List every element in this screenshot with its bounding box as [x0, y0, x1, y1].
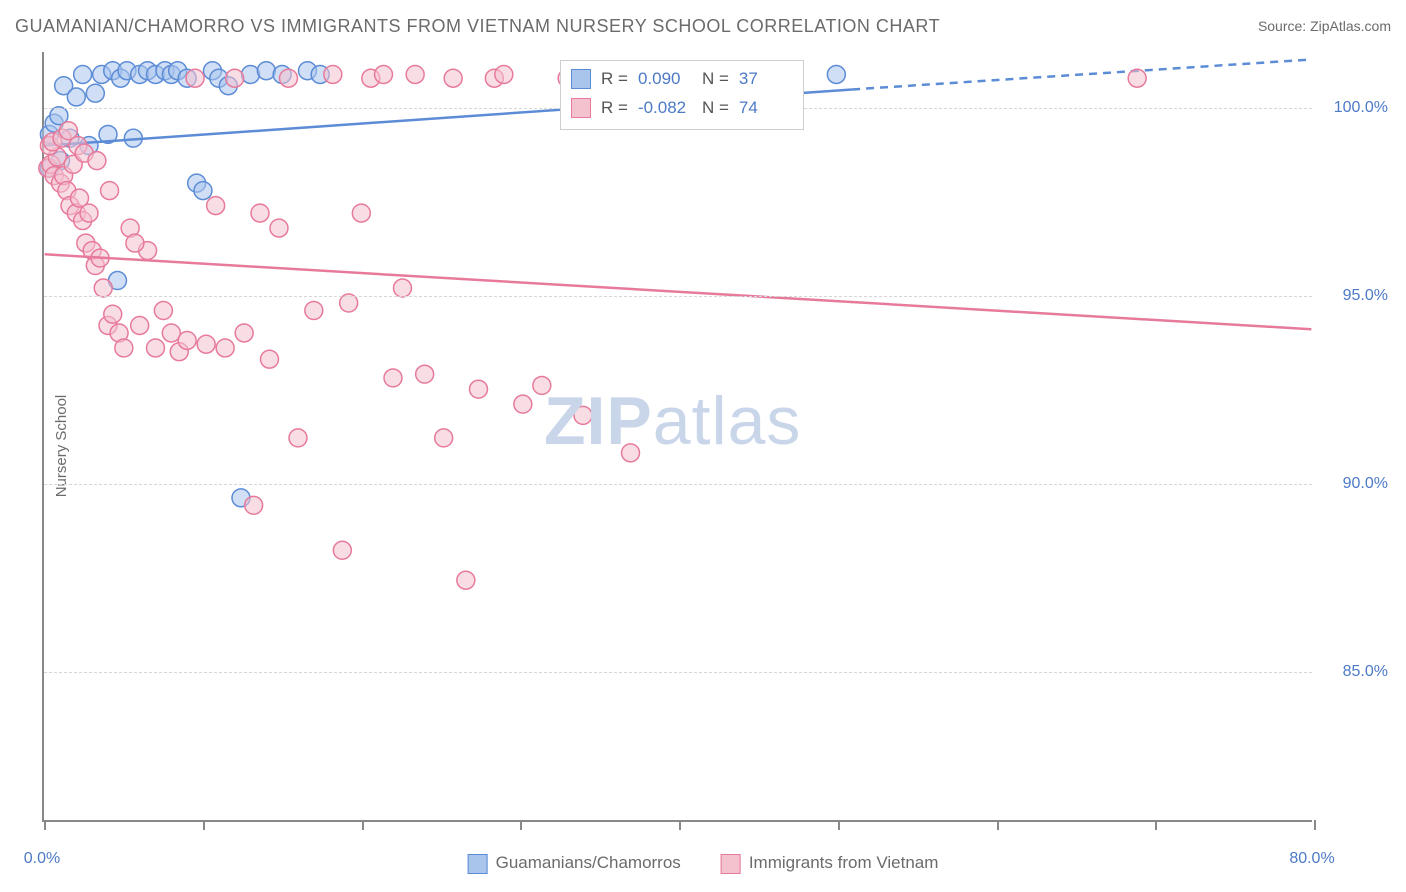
swatch-vietnam — [721, 854, 741, 874]
scatter-point-vietnam — [574, 406, 592, 424]
legend-item-vietnam: Immigrants from Vietnam — [721, 853, 939, 874]
scatter-point-vietnam — [207, 197, 225, 215]
scatter-point-guamanian — [194, 182, 212, 200]
legend-item-guamanian: Guamanians/Chamorros — [468, 853, 681, 874]
chart-container: GUAMANIAN/CHAMORRO VS IMMIGRANTS FROM VI… — [0, 0, 1406, 892]
scatter-point-vietnam — [94, 279, 112, 297]
swatch-guamanian — [571, 69, 591, 89]
scatter-point-vietnam — [533, 376, 551, 394]
scatter-point-vietnam — [197, 335, 215, 353]
scatter-point-vietnam — [305, 302, 323, 320]
scatter-point-vietnam — [154, 302, 172, 320]
scatter-point-guamanian — [86, 84, 104, 102]
scatter-point-vietnam — [178, 331, 196, 349]
n-value: 74 — [739, 94, 793, 123]
scatter-point-vietnam — [251, 204, 269, 222]
scatter-point-vietnam — [470, 380, 488, 398]
y-tick-label: 85.0% — [1343, 663, 1388, 681]
scatter-point-vietnam — [333, 541, 351, 559]
x-tick-label: 80.0% — [1289, 850, 1334, 868]
scatter-point-vietnam — [444, 69, 462, 87]
scatter-point-vietnam — [495, 66, 513, 84]
scatter-point-vietnam — [115, 339, 133, 357]
scatter-point-guamanian — [257, 62, 275, 80]
scatter-point-vietnam — [104, 305, 122, 323]
gridline-horizontal — [44, 484, 1312, 485]
scatter-point-vietnam — [131, 317, 149, 335]
y-tick-label: 95.0% — [1343, 287, 1388, 305]
y-tick-label: 100.0% — [1334, 99, 1388, 117]
stats-row-vietnam: R = -0.082 N = 74 — [571, 94, 793, 123]
scatter-point-vietnam — [226, 69, 244, 87]
regression-line-dashed-guamanian — [852, 59, 1311, 89]
swatch-vietnam — [571, 98, 591, 118]
x-tick-mark — [1314, 820, 1316, 830]
x-tick-mark — [997, 820, 999, 830]
source-label: Source: — [1258, 18, 1310, 34]
plot-svg — [44, 52, 1312, 820]
scatter-point-vietnam — [289, 429, 307, 447]
x-tick-mark — [203, 820, 205, 830]
scatter-point-vietnam — [235, 324, 253, 342]
scatter-point-vietnam — [324, 66, 342, 84]
x-tick-mark — [362, 820, 364, 830]
scatter-point-vietnam — [394, 279, 412, 297]
x-tick-mark — [520, 820, 522, 830]
swatch-guamanian — [468, 854, 488, 874]
legend-bottom: Guamanians/Chamorros Immigrants from Viet… — [468, 853, 939, 874]
plot-area: ZIPatlas — [42, 52, 1312, 822]
scatter-point-vietnam — [80, 204, 98, 222]
r-label: R = — [601, 65, 628, 94]
stats-row-guamanian: R = 0.090 N = 37 — [571, 65, 793, 94]
scatter-point-vietnam — [101, 182, 119, 200]
scatter-point-vietnam — [352, 204, 370, 222]
scatter-point-guamanian — [74, 66, 92, 84]
y-tick-label: 90.0% — [1343, 475, 1388, 493]
scatter-point-vietnam — [88, 152, 106, 170]
scatter-point-vietnam — [270, 219, 288, 237]
scatter-point-vietnam — [261, 350, 279, 368]
source-link[interactable]: ZipAtlas.com — [1310, 18, 1391, 34]
legend-label: Guamanians/Chamorros — [496, 853, 681, 872]
r-value: -0.082 — [638, 94, 692, 123]
scatter-point-guamanian — [67, 88, 85, 106]
x-tick-mark — [838, 820, 840, 830]
x-tick-label: 0.0% — [24, 850, 60, 868]
r-value: 0.090 — [638, 65, 692, 94]
scatter-point-vietnam — [416, 365, 434, 383]
stats-legend-box: R = 0.090 N = 37 R = -0.082 N = 74 — [560, 60, 804, 130]
scatter-point-vietnam — [216, 339, 234, 357]
scatter-point-vietnam — [514, 395, 532, 413]
scatter-point-vietnam — [406, 66, 424, 84]
gridline-horizontal — [44, 296, 1312, 297]
regression-line-vietnam — [45, 254, 1312, 329]
scatter-point-vietnam — [147, 339, 165, 357]
scatter-point-vietnam — [1128, 69, 1146, 87]
x-tick-mark — [1155, 820, 1157, 830]
scatter-point-vietnam — [245, 496, 263, 514]
legend-label: Immigrants from Vietnam — [749, 853, 939, 872]
x-tick-mark — [44, 820, 46, 830]
scatter-point-vietnam — [622, 444, 640, 462]
chart-title: GUAMANIAN/CHAMORRO VS IMMIGRANTS FROM VI… — [15, 16, 940, 37]
n-label: N = — [702, 65, 729, 94]
scatter-point-vietnam — [457, 571, 475, 589]
gridline-horizontal — [44, 672, 1312, 673]
scatter-point-vietnam — [126, 234, 144, 252]
scatter-point-vietnam — [375, 66, 393, 84]
scatter-point-guamanian — [827, 66, 845, 84]
source-attribution: Source: ZipAtlas.com — [1258, 18, 1391, 34]
scatter-point-vietnam — [186, 69, 204, 87]
scatter-point-vietnam — [435, 429, 453, 447]
r-label: R = — [601, 94, 628, 123]
n-label: N = — [702, 94, 729, 123]
x-tick-mark — [679, 820, 681, 830]
n-value: 37 — [739, 65, 793, 94]
scatter-point-guamanian — [242, 66, 260, 84]
scatter-point-vietnam — [280, 69, 298, 87]
scatter-point-vietnam — [384, 369, 402, 387]
